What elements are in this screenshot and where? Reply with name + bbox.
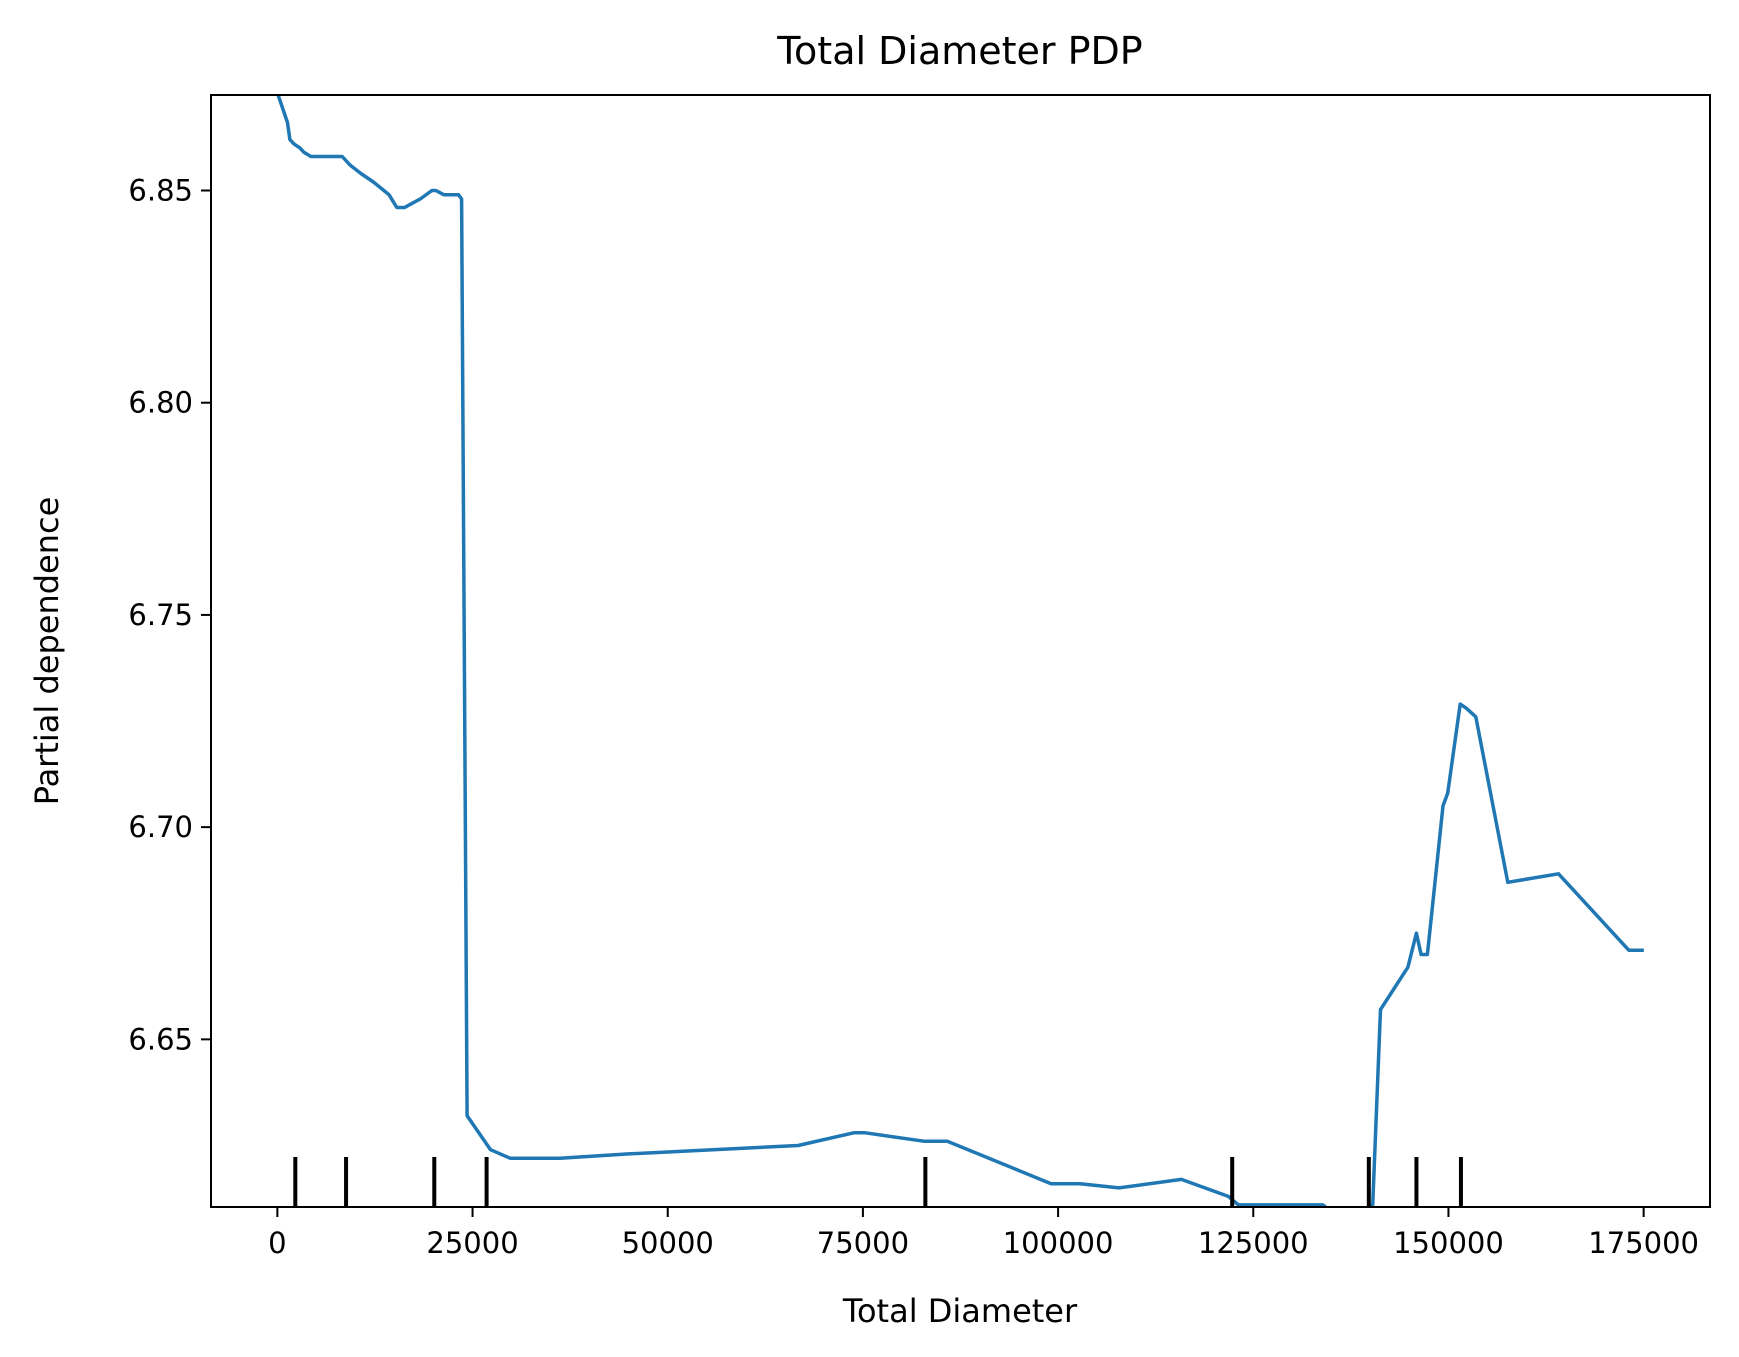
x-tick-label-3: 75000 xyxy=(817,1226,909,1260)
y-tick-label-0: 6.65 xyxy=(128,1022,193,1056)
x-tick-label-7: 175000 xyxy=(1588,1226,1699,1260)
x-tick-label-5: 125000 xyxy=(1198,1226,1309,1260)
y-axis: 6.65 6.70 6.75 6.80 6.85 xyxy=(128,173,211,1056)
y-tick-label-4: 6.85 xyxy=(128,173,193,207)
series-layer xyxy=(276,95,1644,1207)
y-tick-label-1: 6.70 xyxy=(128,810,193,844)
y-tick-label-2: 6.75 xyxy=(128,598,193,632)
y-tick-label-3: 6.80 xyxy=(128,386,193,420)
rug-layer xyxy=(293,1157,1463,1207)
plot-area xyxy=(276,95,1644,1207)
series-line-0 xyxy=(276,95,1644,1207)
x-axis-label: Total Diameter xyxy=(842,1292,1078,1330)
x-axis: 0 25000 50000 75000 100000 125000 150000 175000 xyxy=(268,1207,1699,1260)
x-tick-label-2: 50000 xyxy=(622,1226,714,1260)
axes-frame xyxy=(210,94,1711,1208)
x-tick-label-6: 150000 xyxy=(1393,1226,1504,1260)
x-tick-label-0: 0 xyxy=(268,1226,286,1260)
y-axis-label: Partial dependence xyxy=(28,497,66,806)
x-tick-label-1: 25000 xyxy=(426,1226,518,1260)
chart-title: Total Diameter PDP xyxy=(776,29,1142,73)
x-tick-label-4: 100000 xyxy=(1003,1226,1114,1260)
